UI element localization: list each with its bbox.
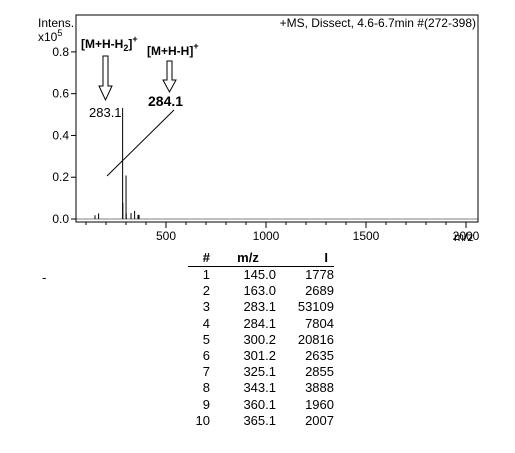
row-intensity: 1960: [305, 396, 334, 412]
row-mz: 283.1: [243, 299, 276, 315]
table-row: 1 145.0 1778: [188, 267, 334, 284]
row-mz: 300.2: [243, 331, 276, 347]
y-tick-label: 0.0: [52, 212, 69, 226]
table-row: 4 284.1 7804: [188, 316, 334, 332]
row-intensity: 2007: [305, 412, 334, 428]
callout-leader-line: [106, 109, 175, 177]
row-mz: 343.1: [243, 380, 276, 396]
y-tick-label: 0.2: [52, 170, 69, 184]
row-index: 5: [202, 331, 210, 347]
peak-label-283: 283.1: [89, 105, 122, 120]
row-intensity: 20816: [297, 331, 334, 347]
y-scale-exponent: 5: [57, 28, 62, 38]
x-axis-label: m/z: [454, 230, 473, 244]
row-mz: 163.0: [243, 283, 276, 299]
y-axis-label: Intens.: [38, 16, 74, 30]
y-tick-label: 0.4: [52, 128, 69, 142]
callout-value-284: 284.1: [148, 93, 183, 109]
ion1-subscript: 2: [123, 43, 128, 53]
row-intensity: 3888: [305, 380, 334, 396]
ion1-text: [M+H-H: [81, 37, 123, 51]
table-header-row: # m/z I: [188, 250, 334, 267]
row-intensity: 1778: [305, 267, 334, 282]
row-intensity: 2689: [305, 283, 334, 299]
x-axis-ticks: 5001000150020002500: [85, 222, 480, 243]
table-row: 2 163.0 2689: [188, 283, 334, 299]
row-index: 1: [202, 267, 210, 282]
row-index: 7: [202, 364, 210, 380]
row-mz: 301.2: [243, 348, 276, 364]
ion2-text: [M+H-H]: [147, 44, 193, 58]
stray-dash: -: [42, 270, 47, 285]
row-index: 9: [202, 396, 210, 412]
row-index: 10: [195, 412, 210, 428]
header-index: #: [188, 250, 210, 267]
spectrum-peaks: [76, 108, 478, 220]
arrow-ion1-icon: [98, 55, 113, 102]
header-intensity: I: [276, 250, 334, 267]
x-tick-label: 500: [156, 229, 176, 243]
row-index: 3: [202, 299, 210, 315]
peak-table: # m/z I 1 145.0 1778 2 163.0 2689 3 283.1 53109 4…: [188, 250, 334, 429]
x-tick-label: 1500: [353, 229, 380, 243]
row-mz: 325.1: [243, 364, 276, 380]
y-scale-label: x105: [38, 28, 62, 44]
row-mz: 145.0: [243, 267, 276, 282]
ion1-superscript: +: [132, 34, 137, 44]
row-mz: 284.1: [243, 315, 276, 331]
x-tick-label: 2000: [453, 229, 480, 243]
row-index: 6: [202, 348, 210, 364]
table-row: 10 365.1 2007: [188, 413, 334, 429]
table-row: 6 301.2 2635: [188, 348, 334, 364]
ion-label-m-h-h: [M+H-H]+: [147, 41, 199, 58]
y-axis-ticks: 0.0 0.2 0.4 0.6 0.8: [52, 45, 76, 226]
y-tick-label: 0.8: [52, 45, 69, 59]
table-row: 8 343.1 3888: [188, 380, 334, 396]
table-row: 3 283.1 53109: [188, 299, 334, 315]
row-intensity: 7804: [305, 315, 334, 331]
row-mz: 360.1: [243, 396, 276, 412]
row-intensity: 53109: [297, 299, 334, 315]
row-intensity: 2855: [305, 364, 334, 380]
table-body: 1 145.0 1778 2 163.0 2689 3 283.1 53109 4 284.1 780…: [188, 267, 334, 430]
ion1-close: ]: [128, 37, 132, 51]
header-mz: m/z: [210, 250, 276, 267]
row-intensity: 2635: [305, 348, 334, 364]
y-tick-label: 0.6: [52, 87, 69, 101]
x-tick-label: 1000: [253, 229, 280, 243]
chart-title: +MS, Dissect, 4.6-6.7min #(272-398): [280, 16, 476, 30]
arrow-ion2-icon: [162, 60, 177, 94]
row-index: 2: [202, 283, 210, 299]
table-row: 5 300.2 20816: [188, 332, 334, 348]
ion-label-m-h-h2: [M+H-H2]+: [81, 34, 138, 53]
table-row: 9 360.1 1960: [188, 397, 334, 413]
ion2-superscript: +: [193, 41, 198, 51]
row-mz: 365.1: [243, 412, 276, 428]
row-index: 4: [202, 315, 210, 331]
row-index: 8: [202, 380, 210, 396]
y-scale-base: x10: [38, 30, 58, 44]
plot-frame: [75, 14, 479, 223]
table-row: 7 325.1 2855: [188, 364, 334, 380]
